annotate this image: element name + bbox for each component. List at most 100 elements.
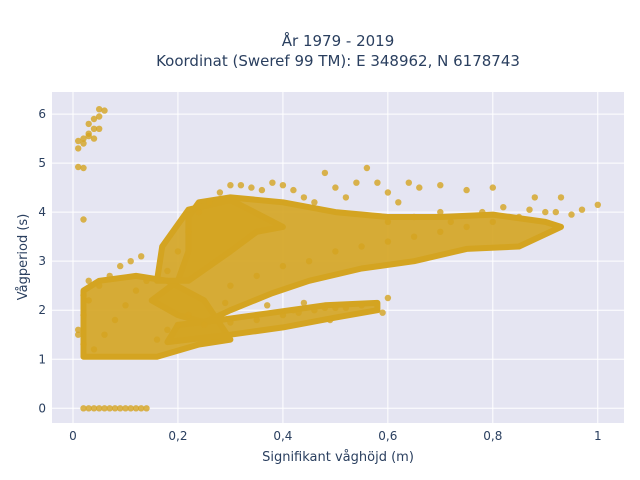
data-point (300, 194, 308, 201)
data-point (90, 135, 98, 142)
data-point (85, 405, 92, 412)
data-point (253, 272, 260, 280)
dense-point-region (154, 196, 286, 284)
data-point (106, 272, 113, 280)
data-point (96, 282, 103, 289)
data-point (164, 326, 171, 333)
data-point (90, 346, 98, 353)
data-point (568, 211, 575, 218)
data-point (75, 331, 82, 338)
data-point (489, 218, 496, 226)
data-point (85, 132, 92, 140)
data-point (80, 216, 87, 223)
data-point (80, 164, 87, 172)
data-point (85, 120, 92, 128)
data-point (132, 405, 140, 412)
data-point (437, 208, 444, 216)
data-point (75, 137, 82, 145)
data-point (248, 184, 255, 191)
data-point (290, 186, 297, 194)
data-point (305, 258, 313, 265)
data-point (290, 307, 297, 314)
data-point (111, 316, 119, 324)
data-point (138, 405, 145, 412)
data-point (353, 179, 360, 186)
data-point (500, 204, 507, 211)
y-tick-label: 4 (38, 205, 46, 219)
dense-point-cloud (80, 194, 564, 360)
data-points (75, 106, 601, 412)
data-point (489, 184, 496, 191)
data-point (358, 243, 365, 250)
data-point (269, 179, 276, 186)
chart-title-line1: År 1979 - 2019 (282, 31, 395, 50)
y-tick-label: 1 (38, 352, 46, 366)
data-point (447, 218, 454, 226)
data-point (463, 223, 470, 231)
data-point (222, 299, 229, 307)
data-point (515, 213, 523, 221)
x-tick-label: 1 (594, 429, 602, 443)
data-point (405, 179, 412, 186)
data-point (127, 405, 134, 412)
data-point (479, 208, 486, 216)
data-point (384, 189, 392, 196)
data-point (174, 321, 182, 329)
data-point (578, 206, 586, 213)
data-point (531, 194, 538, 201)
dense-point-region (164, 299, 381, 346)
data-point (416, 184, 423, 191)
data-point (332, 304, 339, 311)
data-point (132, 287, 140, 294)
data-point (374, 179, 381, 186)
data-point (279, 262, 287, 270)
data-point (437, 182, 444, 189)
data-point (111, 405, 119, 412)
data-point (153, 336, 161, 343)
data-point (279, 311, 287, 319)
data-point (101, 331, 108, 338)
data-point (321, 169, 329, 177)
data-point (80, 140, 87, 147)
data-point (96, 125, 103, 132)
data-point (122, 405, 129, 412)
data-point (101, 107, 108, 114)
data-point (463, 186, 470, 194)
data-point (311, 199, 318, 206)
data-point (526, 206, 533, 213)
data-point (117, 262, 124, 270)
data-point (395, 199, 402, 206)
data-point (96, 405, 103, 412)
data-point (122, 302, 129, 309)
data-point (85, 297, 92, 304)
data-point (342, 304, 350, 311)
data-point (410, 233, 418, 240)
data-point (363, 164, 371, 172)
data-point (80, 311, 87, 319)
data-point (80, 135, 87, 142)
data-point (227, 182, 234, 189)
data-point (216, 189, 224, 196)
data-point (80, 341, 87, 348)
data-point (75, 326, 82, 333)
y-tick-label: 6 (38, 107, 46, 121)
y-tick-label: 2 (38, 303, 46, 317)
x-tick-labels: 0 0,2 0,4 0,6 0,8 1 (69, 429, 601, 443)
data-point (227, 319, 234, 326)
y-tick-label: 0 (38, 401, 46, 415)
data-point (279, 182, 287, 189)
x-axis-title: Signifikant våghöjd (m) (262, 450, 414, 465)
data-point (75, 145, 82, 152)
y-tick-label: 5 (38, 156, 46, 170)
data-point (437, 228, 444, 235)
x-tick-label: 0,2 (168, 429, 187, 443)
y-tick-label: 3 (38, 254, 46, 268)
data-point (174, 248, 182, 255)
data-point (75, 163, 82, 171)
data-point (185, 311, 192, 319)
data-point (206, 199, 213, 206)
data-point (332, 184, 339, 191)
x-tick-label: 0,8 (483, 429, 502, 443)
data-point (326, 316, 334, 324)
data-point (258, 186, 266, 194)
